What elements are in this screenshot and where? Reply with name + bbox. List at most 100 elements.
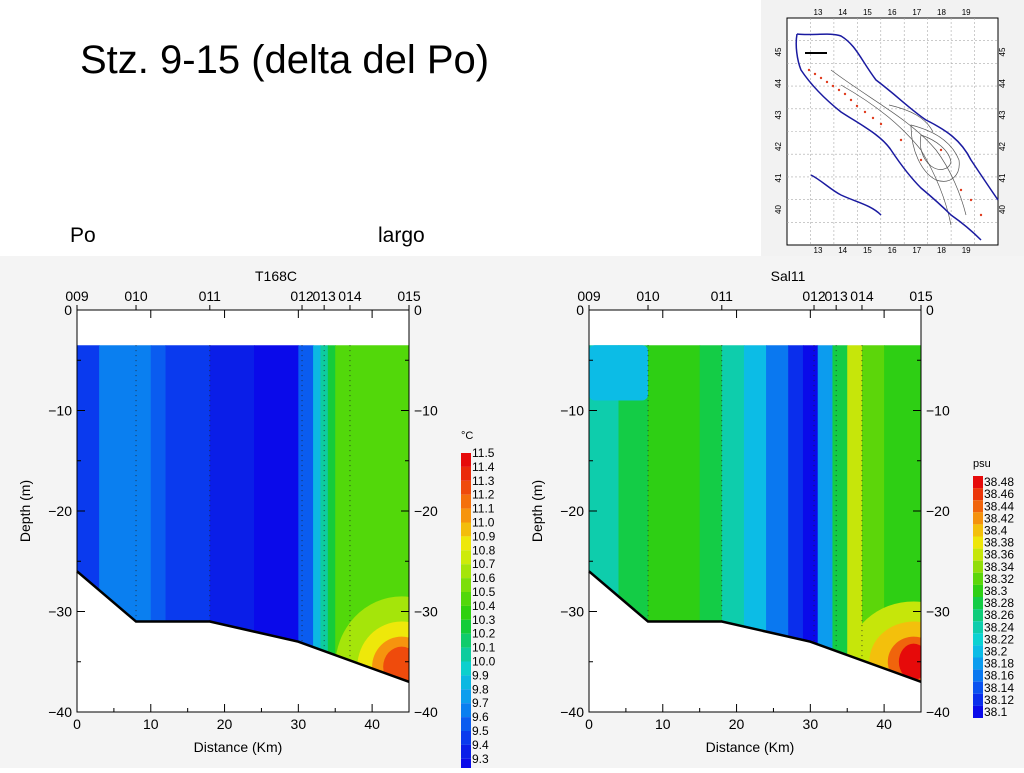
bottom-profile-line — [588, 570, 922, 684]
y-tick-label: −40 — [48, 704, 72, 720]
station-label: 014 — [338, 288, 362, 304]
x-axis-label: Distance (Km) — [706, 739, 795, 755]
colorbar-swatch — [461, 508, 471, 523]
colorbar-swatch — [461, 453, 471, 467]
colorbar-label: 11.3 — [472, 474, 495, 488]
colorbar-swatch — [973, 524, 983, 537]
station-label: 010 — [636, 288, 660, 304]
colorbar-swatch — [461, 744, 471, 759]
colorbar-label: 38.42 — [984, 511, 1014, 525]
field-column — [743, 345, 767, 682]
station-label: 013 — [312, 288, 336, 304]
x-tick-label: 30 — [803, 716, 819, 732]
field-column — [327, 345, 336, 682]
y-tick-label: −20 — [48, 503, 72, 519]
colorbar-label: 10.0 — [472, 655, 496, 669]
map-lon-label-bottom: 17 — [912, 246, 921, 255]
colorbar-swatch — [461, 605, 471, 620]
colorbar-label: 9.4 — [472, 738, 489, 752]
station-label: 014 — [850, 288, 874, 304]
field-column — [817, 345, 834, 682]
colorbar-label: 10.8 — [472, 543, 496, 557]
colorbar-label: 10.7 — [472, 557, 496, 571]
station-label: 011 — [199, 288, 222, 304]
map-bathymetry — [830, 69, 967, 226]
x-tick-label: 30 — [291, 716, 307, 732]
station-label: 013 — [824, 288, 848, 304]
label-po: Po — [70, 224, 96, 247]
y-tick-label-right: −40 — [414, 704, 438, 720]
colorbar-swatch — [973, 609, 983, 622]
map-lon-label-bottom: 13 — [814, 246, 823, 255]
map-lon-label-top: 14 — [838, 8, 847, 17]
y-tick-label: −10 — [560, 403, 584, 419]
colorbar-label: 38.16 — [984, 669, 1014, 683]
colorbar-label: 38.1 — [984, 705, 1008, 719]
field-column — [861, 345, 885, 682]
colorbar-swatch — [461, 661, 471, 676]
map-lon-label-bottom: 18 — [937, 246, 946, 255]
map-lat-label-right: 40 — [998, 205, 1007, 214]
map-lat-label-right: 44 — [998, 79, 1007, 88]
map-stations — [807, 68, 983, 217]
map-lon-label-top: 15 — [863, 8, 872, 17]
y-tick-label-right: 0 — [926, 302, 934, 318]
station-label: 012 — [802, 288, 826, 304]
chart-title: Sal11 — [771, 268, 806, 284]
colorbar-label: 38.24 — [984, 620, 1014, 634]
x-tick-label: 0 — [585, 716, 593, 732]
x-tick-label: 40 — [364, 716, 380, 732]
colorbar-swatch — [461, 522, 471, 537]
colorbar-swatch — [973, 657, 983, 670]
y-tick-label: 0 — [576, 302, 584, 318]
field-column — [313, 345, 322, 682]
colorbar-swatch — [461, 592, 471, 606]
map-lat-label-left: 43 — [774, 110, 783, 119]
colorbar-label: 10.5 — [472, 585, 496, 599]
y-tick-label-right: −10 — [414, 403, 438, 419]
colorbar-label: 9.9 — [472, 668, 489, 682]
colorbar-label: 9.5 — [472, 724, 489, 738]
colorbar-swatch — [973, 536, 983, 549]
colorbar-swatch — [461, 536, 471, 551]
y-tick-label-right: −30 — [414, 604, 438, 620]
surface-anomaly — [589, 345, 649, 401]
colorbar-swatch — [461, 703, 471, 718]
map-lon-label-top: 18 — [937, 8, 946, 17]
colorbar-label: 38.48 — [984, 475, 1014, 489]
colorbar-swatch — [973, 584, 983, 597]
map-lon-label-bottom: 19 — [962, 246, 971, 255]
colorbar-label: 9.8 — [472, 682, 489, 696]
colorbar-swatch — [461, 675, 471, 690]
y-tick-label: −20 — [560, 503, 584, 519]
field-column — [802, 345, 819, 682]
y-tick-label: 0 — [64, 302, 72, 318]
colorbar-label: 38.22 — [984, 632, 1014, 646]
map-grid — [787, 18, 998, 245]
colorbar-label: 38.46 — [984, 487, 1014, 501]
colorbar-label: 38.18 — [984, 657, 1014, 671]
y-tick-label: −40 — [560, 704, 584, 720]
colorbar-label: 10.1 — [472, 641, 496, 655]
y-tick-label-right: −30 — [926, 604, 950, 620]
y-axis-label: Depth (m) — [17, 480, 33, 542]
colorbar-swatch — [461, 647, 471, 662]
colorbar-unit: °C — [461, 430, 473, 442]
colorbar-label: 38.28 — [984, 596, 1014, 610]
station-label: 009 — [577, 288, 601, 304]
x-tick-label: 20 — [729, 716, 745, 732]
colorbar-label: 9.7 — [472, 696, 489, 710]
colorbar-label: 11.4 — [472, 460, 495, 474]
colorbar-label: 38.4 — [984, 523, 1008, 537]
x-tick-label: 40 — [876, 716, 892, 732]
label-largo: largo — [378, 224, 425, 247]
y-tick-label-right: −20 — [926, 503, 950, 519]
chart-title: T168C — [255, 268, 297, 284]
y-tick-label: −30 — [560, 604, 584, 620]
colorbar-label: 10.9 — [472, 529, 496, 543]
colorbar-swatch — [461, 466, 471, 481]
map-lat-label-left: 42 — [774, 142, 783, 151]
colorbar-label: 38.44 — [984, 499, 1014, 513]
colorbar-swatch — [973, 705, 983, 718]
